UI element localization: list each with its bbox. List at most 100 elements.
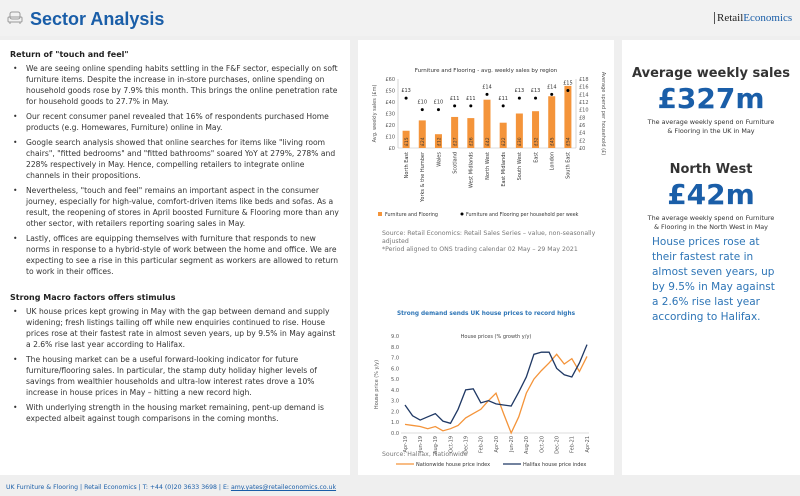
house-price-callout: House prices rose at their fastest rate …	[652, 236, 775, 323]
bar-value-label: £12	[436, 137, 442, 146]
footer-text: UK Furniture & Flooring | Retail Economi…	[6, 484, 231, 491]
y2-tick-label: £14	[579, 92, 589, 98]
point-value-label: £14	[547, 84, 557, 90]
y-tick-label: £50	[385, 89, 395, 95]
email-link[interactable]: amy.yates@retaileconomics.co.uk	[230, 484, 337, 491]
household-point	[420, 108, 424, 112]
household-point	[550, 92, 554, 96]
header: Sector Analysis RetailEconomics	[0, 0, 800, 36]
bar	[467, 118, 475, 148]
household-point	[485, 92, 489, 96]
bar	[418, 120, 426, 148]
bullet-item: Lastly, offices are equipping themselves…	[10, 233, 340, 277]
y-tick-label: £60	[385, 77, 395, 83]
y-tick-label: £10	[385, 135, 395, 141]
y-tick-label: 7.0	[391, 356, 399, 362]
kpi-heading: Average weekly sales	[632, 66, 790, 81]
point-value-label: £15	[563, 81, 573, 87]
legend-swatch	[460, 212, 464, 216]
point-value-label: £10	[434, 100, 444, 106]
point-value-label: £11	[498, 96, 508, 102]
y-tick-label: £30	[385, 112, 395, 118]
bullet-item: We are seeing online spending habits set…	[10, 63, 340, 107]
household-point	[501, 104, 505, 108]
bullet-item: With underlying strength in the housing …	[10, 402, 340, 424]
bar-value-label: £24	[420, 137, 426, 146]
legend-label: Furniture and Flooring	[385, 212, 438, 218]
point-value-label: £13	[515, 88, 525, 94]
category-label: Scotland	[452, 152, 458, 174]
point-value-label: £13	[531, 88, 541, 94]
y2-tick-label: £12	[579, 100, 589, 106]
bar	[402, 130, 410, 148]
bar	[564, 85, 572, 148]
category-label: South West	[517, 152, 523, 180]
bar	[451, 116, 459, 148]
footer: UK Furniture & Flooring | Retail Economi…	[0, 478, 800, 496]
household-point	[534, 96, 538, 100]
y2-tick-label: £0	[579, 146, 585, 152]
bar-value-label: £15	[404, 137, 410, 146]
bar-value-label: £32	[533, 137, 539, 146]
bullet-list: We are seeing online spending habits set…	[10, 63, 340, 277]
bar	[532, 111, 540, 148]
legend-label: Furniture and Flooring per household per…	[466, 212, 579, 218]
household-point	[453, 104, 457, 108]
x-tick-label: Apr-21	[585, 436, 591, 453]
page-title: Sector Analysis	[30, 9, 165, 29]
y-tick-label: 1.0	[391, 420, 399, 426]
x-tick-label: Oct-20	[539, 436, 545, 453]
bar	[483, 99, 491, 148]
section-heading: Return of "touch and feel"	[10, 50, 129, 59]
kpi-heading: North West	[669, 162, 753, 177]
bullet-item: Our recent consumer panel revealed that …	[10, 111, 340, 133]
bullet-item: Nevertheless, "touch and feel" remains a…	[10, 185, 340, 229]
y-axis-label: House price (% y/y)	[374, 360, 380, 409]
category-label: South East	[566, 152, 572, 179]
bar-value-label: £27	[452, 137, 458, 146]
bullet-item: Google search analysis showed that onlin…	[10, 137, 340, 181]
household-point	[469, 104, 473, 108]
y2-tick-label: £18	[579, 77, 589, 83]
point-value-label: £13	[401, 88, 411, 94]
y-tick-label: 3.0	[391, 399, 399, 405]
y-tick-label: 5.0	[391, 377, 399, 383]
bar-value-label: £45	[550, 137, 556, 146]
chart-subtitle: House prices (% growth y/y)	[461, 334, 532, 340]
x-tick-label: Dec-19	[463, 436, 469, 454]
nationwide-line	[404, 353, 588, 435]
y-tick-label: 0.0	[391, 431, 399, 437]
bar-value-label: £42	[485, 137, 491, 146]
y2-axis-label: Average spend per household (£)	[600, 72, 606, 155]
point-value-label: £10	[417, 100, 427, 106]
x-tick-label: Aug-20	[524, 436, 530, 454]
x-tick-label: Feb-21	[570, 436, 576, 453]
kpi-description: The average weekly spend on Furniture & …	[647, 214, 775, 231]
bar-value-label: £30	[517, 137, 523, 146]
household-point	[436, 108, 440, 112]
bar-chart-note: *Period aligned to ONS trading calendar …	[382, 246, 578, 253]
y2-tick-label: £4	[579, 131, 585, 137]
y2-tick-label: £10	[579, 108, 589, 114]
point-value-label: £14	[482, 84, 492, 90]
section-heading: Strong Macro factors offers stimulus	[10, 293, 176, 302]
legend-swatch	[378, 212, 382, 216]
kpi-value: £327m	[657, 82, 765, 115]
y2-tick-label: £6	[579, 123, 585, 129]
bar	[434, 134, 442, 148]
bar	[499, 122, 507, 148]
chart-title: Strong demand sends UK house prices to r…	[397, 311, 576, 317]
x-tick-label: Jun-20	[509, 436, 515, 453]
kpi-value: £42m	[667, 178, 755, 211]
kpi-description: The average weekly spend on Furniture & …	[647, 118, 775, 135]
x-tick-label: Apr-19	[403, 436, 409, 453]
category-label: East Midlands	[501, 152, 507, 187]
y-tick-label: 8.0	[391, 345, 399, 351]
legend-label: Halifax house price index	[523, 462, 586, 468]
point-value-label: £11	[450, 96, 460, 102]
bar-chart-source: Source: Retail Economics: Retail Sales S…	[382, 230, 596, 245]
category-label: North West	[485, 152, 491, 180]
category-label: Wales	[436, 152, 442, 167]
y2-tick-label: £2	[579, 138, 585, 144]
y-tick-label: £20	[385, 123, 395, 129]
